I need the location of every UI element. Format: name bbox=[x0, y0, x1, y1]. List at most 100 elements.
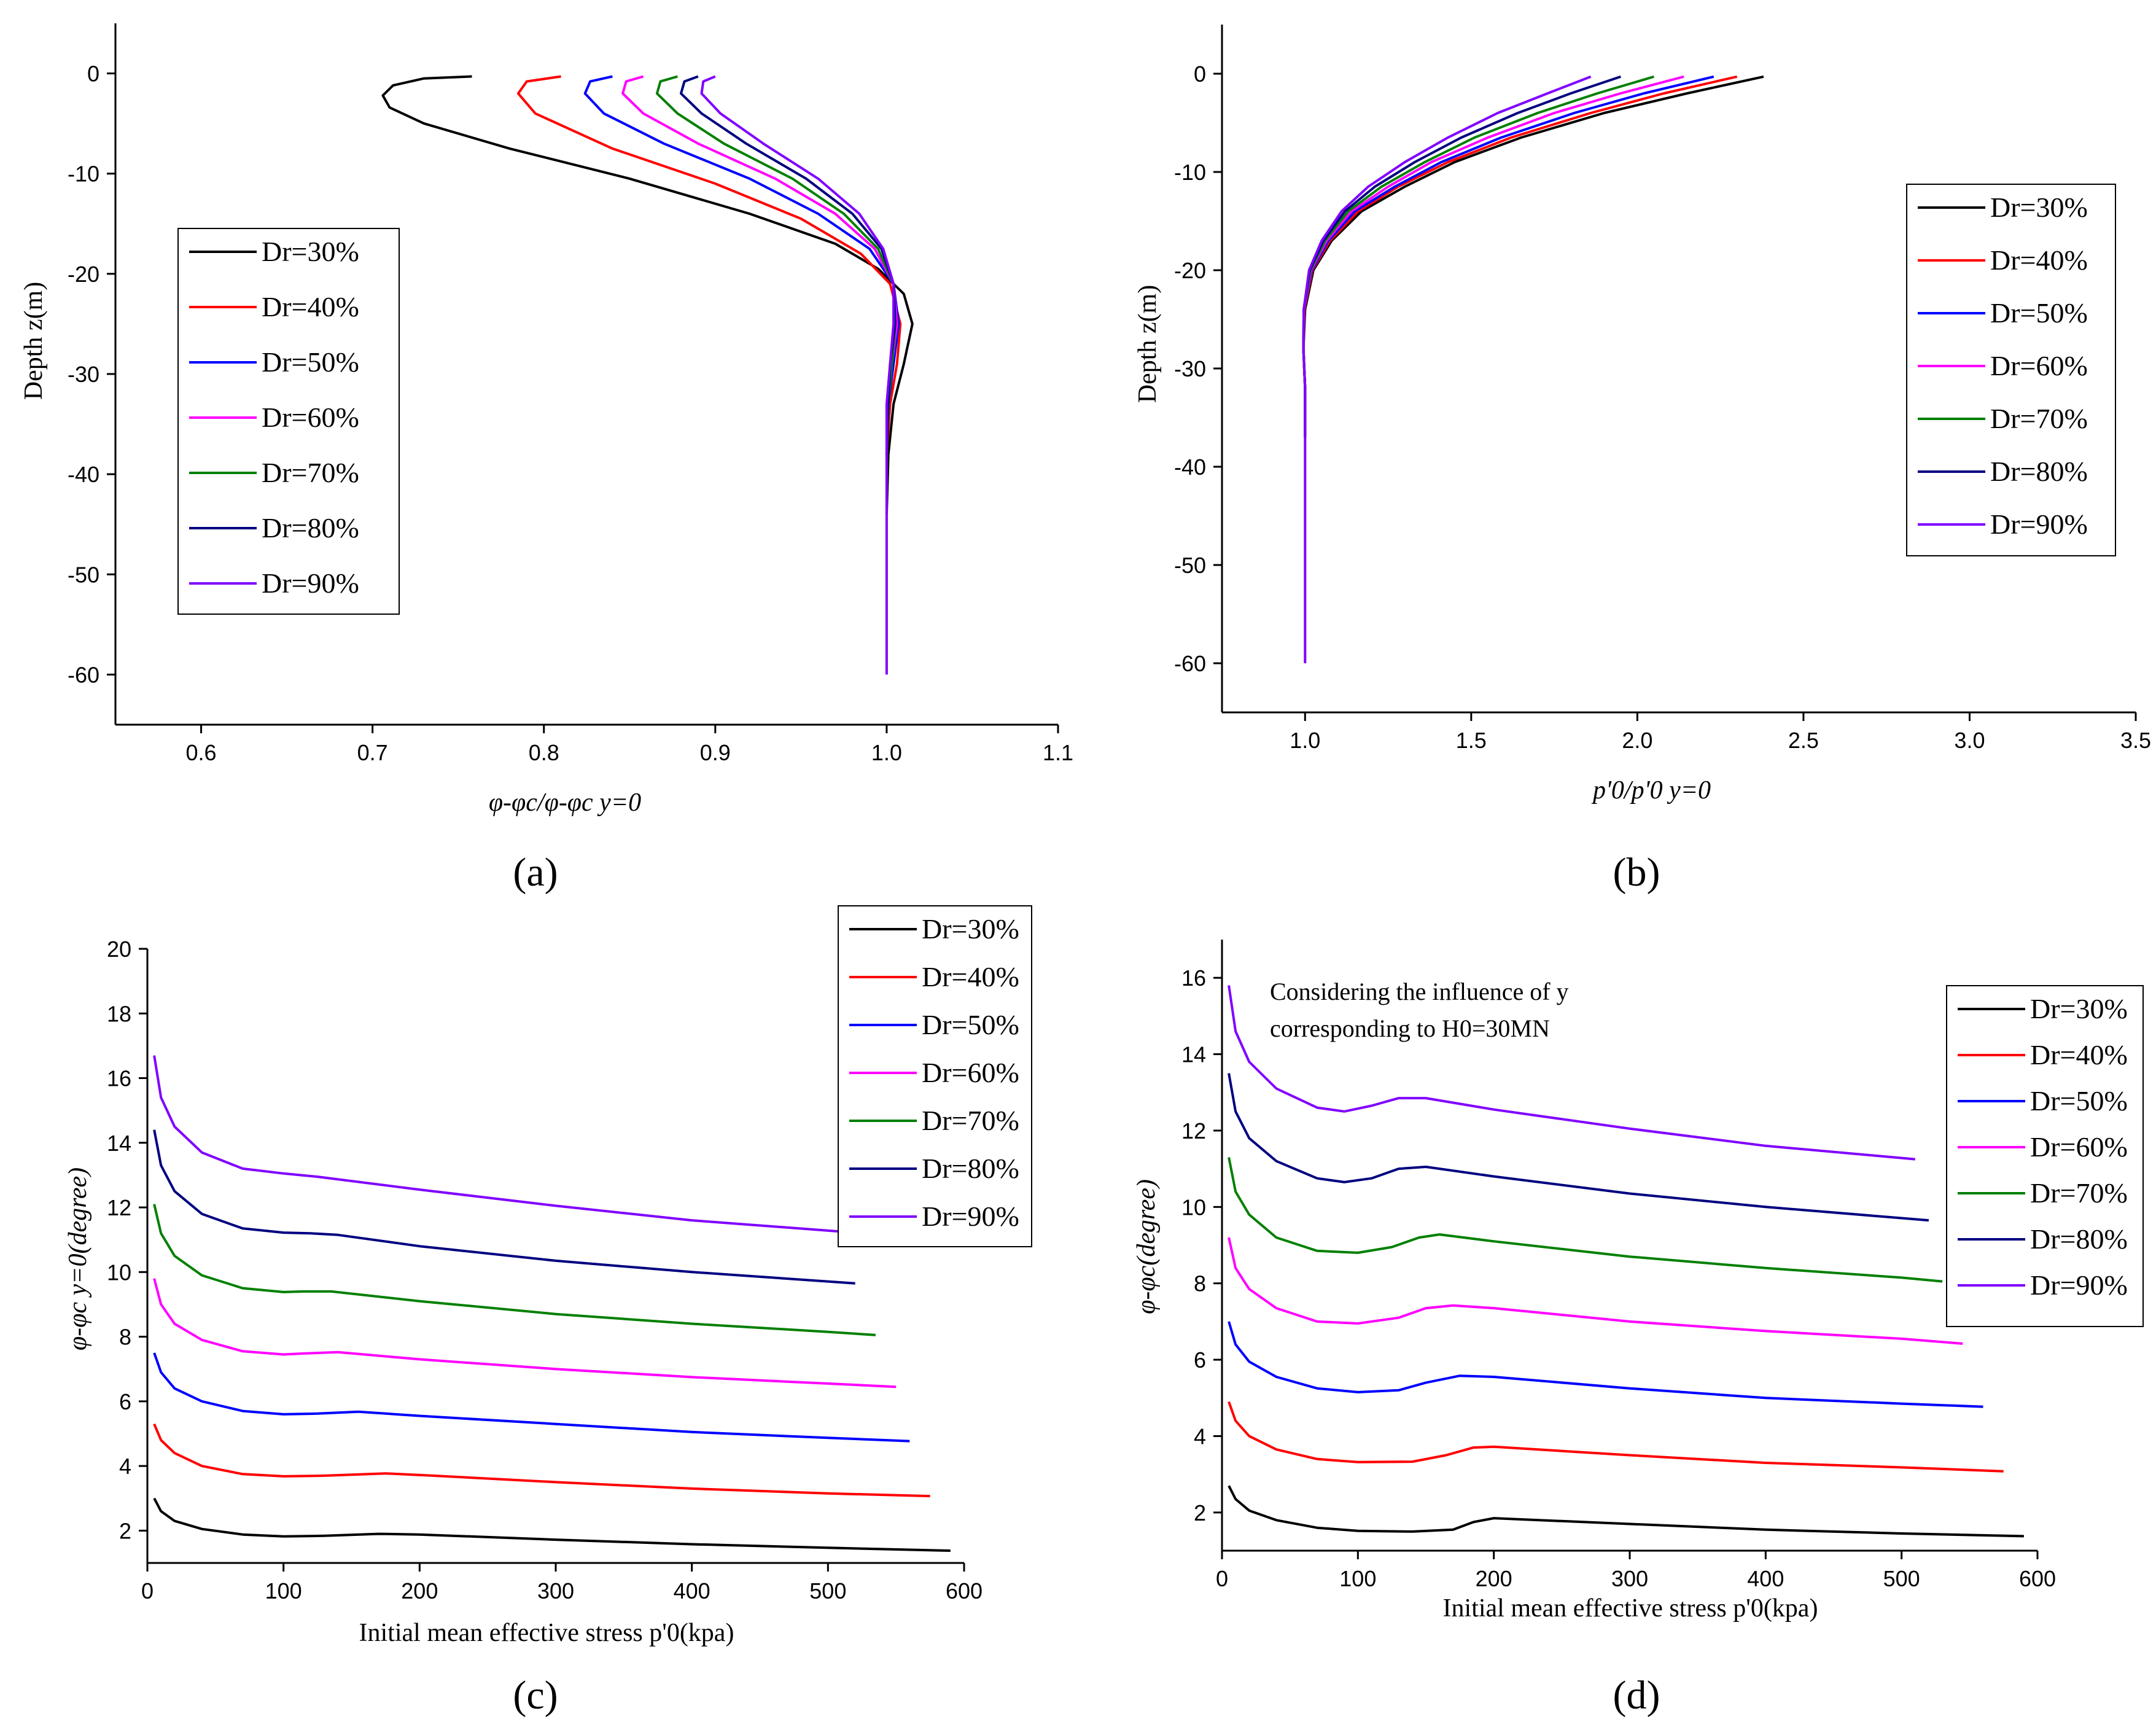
panel-b-x-tick-label: 2.5 bbox=[1788, 728, 1819, 753]
panel-c-series-line-2 bbox=[153, 1423, 930, 1498]
panel-c-legend-label: Dr=40% bbox=[922, 961, 1019, 992]
panel-b-legend-label: Dr=90% bbox=[1990, 508, 2088, 540]
panel-c-series-group bbox=[153, 1055, 951, 1552]
panel-a-x-tick-label: 1.1 bbox=[1043, 740, 1073, 765]
panel-b-series-line-7 bbox=[1302, 75, 1592, 663]
panel-d-legend-label: Dr=40% bbox=[2030, 1039, 2128, 1070]
panel-b-series-group bbox=[1302, 75, 1764, 663]
panel-a-legend-label: Dr=60% bbox=[262, 402, 359, 433]
panel-d-series-line-4 bbox=[1228, 1237, 1963, 1345]
panel-b-x-ticks: 1.0 1.5 2.0 2.5 3.0 3.5 bbox=[1290, 712, 2151, 753]
panel-c-y-tick-label: 6 bbox=[119, 1389, 131, 1414]
panel-d-x-axis-title: Initial mean effective stress p'0(kpa) bbox=[1443, 1594, 1818, 1623]
panel-d-y-tick-label: 2 bbox=[1194, 1500, 1206, 1525]
panel-c-legend-label: Dr=70% bbox=[922, 1105, 1019, 1136]
panel-a-legend-label: Dr=80% bbox=[262, 512, 359, 544]
panel-d-x-tick-label: 500 bbox=[1883, 1566, 1920, 1591]
panel-c-series-line-1 bbox=[153, 1497, 951, 1552]
panel-c-legend-label: Dr=60% bbox=[922, 1057, 1019, 1088]
panel-d-x-tick-label: 100 bbox=[1339, 1566, 1376, 1591]
panel-a-legend: Dr=30% Dr=40% Dr=50% Dr=60% Dr=70% Dr=80% Dr=9… bbox=[177, 228, 400, 615]
panel-c-legend-box bbox=[838, 905, 1032, 1247]
panel-b-x-tick-label: 3.5 bbox=[2120, 728, 2151, 753]
panel-d-series-line-7 bbox=[1228, 985, 1915, 1161]
panel-d-legend-box bbox=[1946, 985, 2144, 1327]
panel-a-series-line-4 bbox=[621, 75, 898, 454]
panel-c-x-tick-label: 100 bbox=[265, 1578, 302, 1603]
panel-a-y-tick-label: -60 bbox=[68, 662, 99, 687]
panel-d-x-tick-label: 0 bbox=[1216, 1566, 1228, 1591]
panel-b-legend: Dr=30% Dr=40% Dr=50% Dr=60% Dr=70% Dr=80% Dr=9… bbox=[1906, 184, 2116, 556]
panel-c-y-tick-label: 16 bbox=[107, 1066, 131, 1091]
panel-c-y-tick-label: 20 bbox=[107, 937, 131, 962]
panel-d-series-line-3 bbox=[1228, 1321, 1983, 1408]
panel-a-y-tick-label: -20 bbox=[68, 262, 99, 287]
panel-b-y-tick-label: -60 bbox=[1174, 651, 1206, 676]
panel-c-series-line-6 bbox=[153, 1129, 855, 1285]
panel-d-series-group bbox=[1228, 985, 2024, 1538]
panel-a-x-tick-label: 1.0 bbox=[871, 740, 902, 765]
panel-b-legend-label: Dr=40% bbox=[1990, 244, 2088, 276]
panel-c-x-tick-label: 600 bbox=[946, 1578, 983, 1603]
panel-d-y-tick-label: 6 bbox=[1194, 1347, 1206, 1373]
panel-a-series-line-5 bbox=[655, 75, 897, 454]
panel-d-y-tick-label: 16 bbox=[1181, 965, 1206, 991]
panel-d-legend-label: Dr=80% bbox=[2030, 1223, 2128, 1255]
panel-a-series-group bbox=[381, 75, 914, 675]
panel-d-legend-label: Dr=70% bbox=[2030, 1177, 2128, 1209]
panel-a-legend-label: Dr=50% bbox=[262, 346, 359, 378]
panel-c-x-tick-label: 300 bbox=[537, 1578, 574, 1603]
panel-b-y-tick-label: 0 bbox=[1194, 61, 1206, 87]
panel-d-legend-label: Dr=60% bbox=[2030, 1131, 2128, 1163]
panel-b-y-tick-label: -50 bbox=[1174, 553, 1206, 578]
panel-a-x-tick-label: 0.8 bbox=[529, 740, 559, 765]
panel-b-y-axis-title: Depth z(m) bbox=[1134, 285, 1162, 403]
panel-c-legend-label: Dr=50% bbox=[922, 1009, 1019, 1040]
panel-a-x-axis-title: φ-φc/φ-φc y=0 bbox=[489, 789, 641, 817]
panel-b-legend-label: Dr=80% bbox=[1990, 456, 2088, 487]
panel-d-legend-label: Dr=50% bbox=[2030, 1085, 2128, 1116]
panel-a-y-ticks: 0 -10 -20 -30 -40 -50 -60 bbox=[68, 61, 115, 687]
panel-c-y-axis-title: φ-φc y=0(degree) bbox=[64, 1167, 92, 1350]
panel-d-series-line-6 bbox=[1228, 1073, 1929, 1222]
panel-b-y-tick-label: -20 bbox=[1174, 258, 1206, 283]
panel-c-series-line-3 bbox=[153, 1352, 910, 1443]
panel-d-legend-label: Dr=30% bbox=[2030, 993, 2128, 1024]
panel-a-chart: 0.6 0.7 0.8 0.9 1.0 1.1 0 -10 -20 -30 -40 -50 -60 D… bbox=[20, 23, 1073, 895]
panel-d-x-tick-label: 400 bbox=[1747, 1566, 1784, 1591]
panel-c-y-ticks: 2 4 6 8 10 12 14 16 18 20 bbox=[107, 937, 147, 1543]
panel-b-y-tick-label: -30 bbox=[1174, 356, 1206, 381]
panel-a-legend-label: Dr=40% bbox=[262, 291, 359, 322]
panel-d-y-tick-label: 10 bbox=[1181, 1194, 1206, 1220]
panel-a-legend-box bbox=[177, 228, 400, 615]
panel-d-y-ticks: 2 4 6 8 10 12 14 16 bbox=[1181, 965, 1222, 1525]
panel-d-chart: 0 100 200 300 400 500 600 2 4 6 8 10 12 14 16 φ-φc(de… bbox=[1132, 940, 2144, 1718]
panel-c-y-tick-label: 14 bbox=[107, 1131, 131, 1156]
panel-c-series-line-7 bbox=[153, 1055, 842, 1233]
panel-b-legend-label: Dr=70% bbox=[1990, 403, 2088, 434]
panel-b-legend-label: Dr=60% bbox=[1990, 350, 2088, 381]
panel-d-y-tick-label: 12 bbox=[1181, 1118, 1206, 1144]
panel-a-legend-label: Dr=30% bbox=[262, 236, 359, 267]
panel-b-x-tick-label: 3.0 bbox=[1954, 728, 1985, 753]
panel-b-chart: 1.0 1.5 2.0 2.5 3.0 3.5 0 -10 -20 -30 -40 -50 -60 D… bbox=[1134, 25, 2151, 895]
panel-d-y-axis-title: φ-φc(degree) bbox=[1132, 1179, 1161, 1314]
panel-d-label: (d) bbox=[1613, 1673, 1660, 1718]
panel-b-y-ticks: 0 -10 -20 -30 -40 -50 -60 bbox=[1174, 61, 1222, 676]
panel-a-legend-label: Dr=70% bbox=[262, 457, 359, 488]
panel-a-y-axis-title: Depth z(m) bbox=[20, 282, 48, 400]
panel-c-chart: 0 100 200 300 400 500 600 2 4 6 8 10 12 14 16 18 20 φ-φ… bbox=[64, 905, 1032, 1718]
panel-c-y-tick-label: 2 bbox=[119, 1518, 131, 1543]
panel-a-series-line-3 bbox=[583, 75, 900, 454]
panel-a-x-tick-label: 0.9 bbox=[700, 740, 731, 765]
panel-c-x-tick-label: 0 bbox=[141, 1578, 154, 1603]
panel-d-x-tick-label: 200 bbox=[1476, 1566, 1512, 1591]
panel-b-x-axis-title: p'0/p'0 y=0 bbox=[1591, 776, 1711, 805]
panel-c-y-tick-label: 18 bbox=[107, 1001, 131, 1026]
panel-d-y-tick-label: 14 bbox=[1181, 1042, 1206, 1067]
panel-b-label: (b) bbox=[1613, 850, 1660, 895]
panel-a-label: (a) bbox=[513, 850, 558, 895]
panel-a-legend-label: Dr=90% bbox=[262, 567, 359, 599]
panel-a-x-tick-label: 0.6 bbox=[186, 740, 217, 765]
